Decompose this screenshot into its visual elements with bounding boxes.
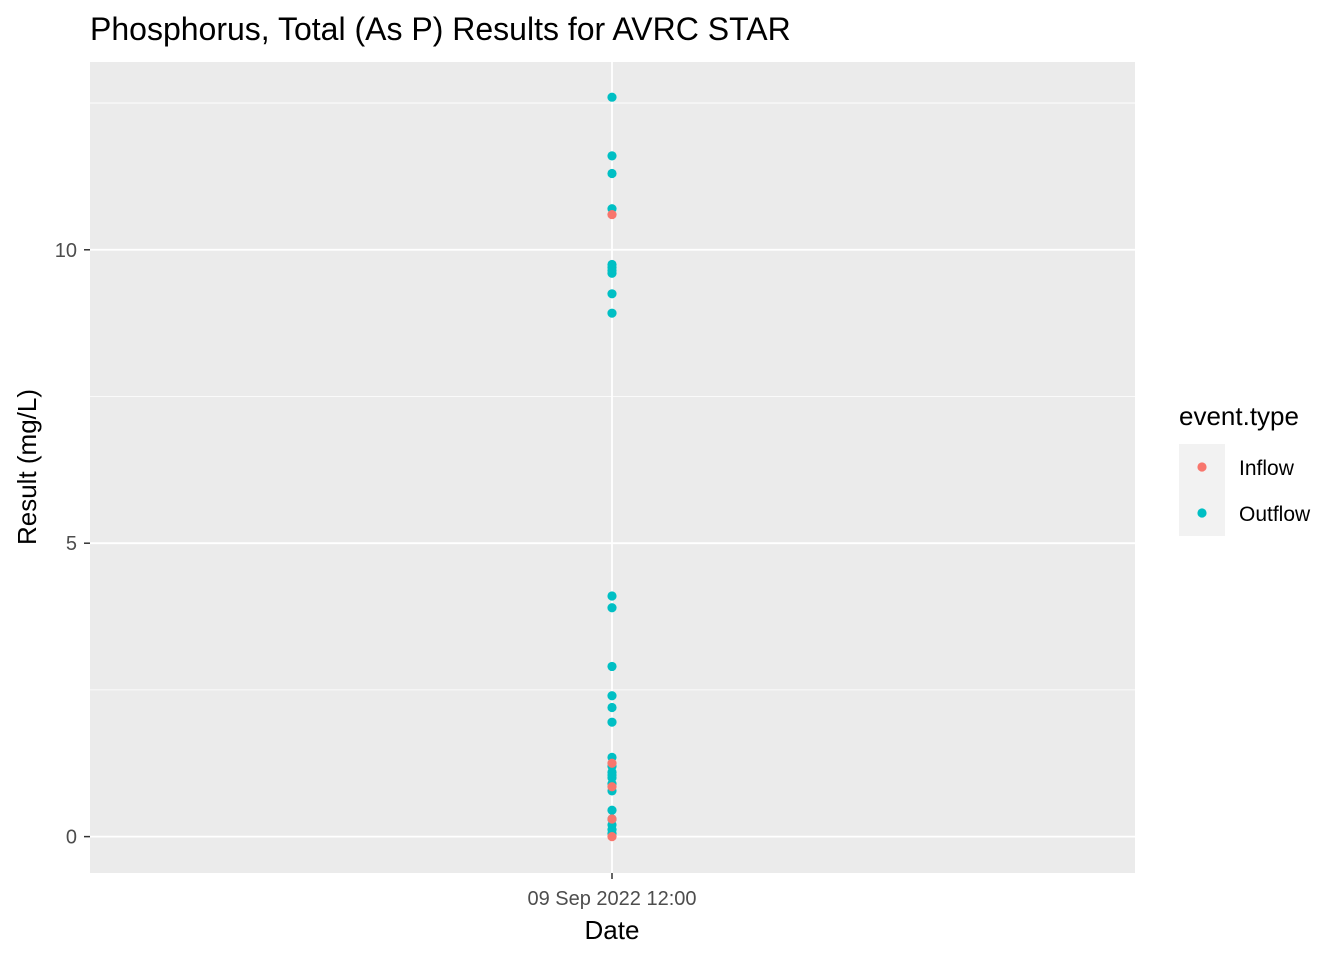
- data-point-outflow: [607, 805, 617, 815]
- data-point-inflow: [607, 832, 617, 842]
- legend: event.type Inflow Outflow: [1179, 401, 1311, 536]
- y-tick-label: 10: [55, 240, 77, 262]
- x-tick-label: 09 Sep 2022 12:00: [527, 888, 696, 910]
- x-axis-title: Date: [585, 915, 640, 945]
- data-point-inflow: [607, 782, 617, 792]
- data-point-outflow: [607, 691, 617, 701]
- legend-marker-inflow: [1197, 462, 1207, 472]
- y-tick-label: 0: [66, 827, 77, 849]
- legend-marker-outflow: [1197, 508, 1207, 518]
- legend-label-inflow: Inflow: [1239, 457, 1295, 480]
- data-point-outflow: [607, 92, 617, 102]
- legend-title: event.type: [1179, 401, 1299, 431]
- data-point-inflow: [607, 758, 617, 768]
- data-point-outflow: [607, 308, 617, 318]
- data-point-outflow: [607, 151, 617, 161]
- data-point-outflow: [607, 289, 617, 299]
- data-point-outflow: [607, 661, 617, 672]
- data-point-outflow: [607, 268, 617, 278]
- y-axis-title: Result (mg/L): [12, 389, 42, 545]
- y-tick-label: 5: [66, 533, 77, 555]
- data-point-outflow: [607, 168, 617, 179]
- data-point-outflow: [607, 603, 617, 613]
- data-point-inflow: [607, 209, 617, 220]
- data-point-outflow: [607, 591, 617, 601]
- data-point-outflow: [607, 717, 617, 727]
- data-point-outflow: [607, 702, 617, 713]
- data-point-inflow: [607, 814, 617, 824]
- legend-label-outflow: Outflow: [1239, 503, 1311, 526]
- chart-title: Phosphorus, Total (As P) Results for AVR…: [90, 11, 791, 47]
